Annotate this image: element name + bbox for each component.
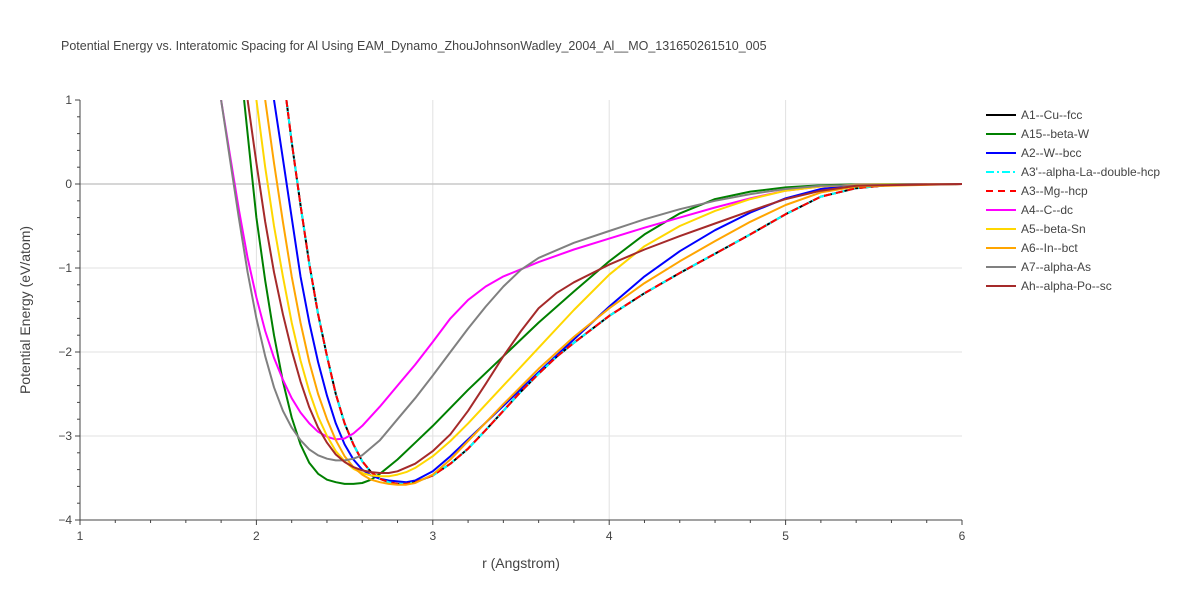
series-line-7: [264, 100, 962, 486]
axes: 1 2 3 4 5 6 −4 −3 −2 −1 0 1: [58, 93, 965, 543]
series-line-9: [246, 100, 962, 474]
y-tick-label: −1: [58, 261, 72, 275]
legend-item[interactable]: A15--beta-W: [986, 127, 1090, 141]
y-tick-label: −4: [58, 513, 72, 527]
grid: [80, 100, 962, 520]
y-tick-label: 1: [65, 93, 72, 107]
x-tick-label: 6: [959, 529, 966, 543]
legend-label: A1--Cu--fcc: [1021, 108, 1082, 122]
legend-label: Ah--alpha-Po--sc: [1021, 279, 1112, 293]
series-line-0: [285, 100, 962, 485]
legend-item[interactable]: A2--W--bcc: [986, 146, 1081, 160]
legend-label: A6--In--bct: [1021, 241, 1078, 255]
legend-label: A3'--alpha-La--double-hcp: [1021, 165, 1160, 179]
series-line-2: [273, 100, 962, 484]
x-tick-label: 2: [253, 529, 260, 543]
x-tick-label: 5: [782, 529, 789, 543]
x-tick-label: 4: [606, 529, 613, 543]
legend-item[interactable]: A5--beta-Sn: [986, 222, 1086, 236]
x-tick-label: 1: [77, 529, 84, 543]
legend-label: A3--Mg--hcp: [1021, 184, 1088, 198]
legend-label: A7--alpha-As: [1021, 260, 1091, 274]
x-axis-label: r (Angstrom): [482, 555, 560, 571]
series-line-1: [243, 100, 962, 485]
legend-label: A5--beta-Sn: [1021, 222, 1086, 236]
legend-item[interactable]: A3'--alpha-La--double-hcp: [986, 165, 1160, 179]
series-line-6: [255, 100, 962, 478]
legend-label: A15--beta-W: [1021, 127, 1090, 141]
series-group: [220, 100, 962, 486]
series-line-3: [285, 100, 962, 485]
x-tick-label: 3: [429, 529, 436, 543]
legend-item[interactable]: A4--C--dc: [986, 203, 1073, 217]
legend-label: A2--W--bcc: [1021, 146, 1081, 160]
y-tick-label: 0: [65, 177, 72, 191]
legend-item[interactable]: A7--alpha-As: [986, 260, 1091, 274]
legend-label: A4--C--dc: [1021, 203, 1073, 217]
chart-title: Potential Energy vs. Interatomic Spacing…: [61, 39, 767, 53]
y-axis-label: Potential Energy (eV/atom): [17, 226, 33, 394]
legend[interactable]: A1--Cu--fcc A15--beta-W A2--W--bcc A3'--alp…: [986, 108, 1160, 293]
legend-item[interactable]: Ah--alpha-Po--sc: [986, 279, 1112, 293]
legend-item[interactable]: A1--Cu--fcc: [986, 108, 1082, 122]
legend-item[interactable]: A3--Mg--hcp: [986, 184, 1088, 198]
series-line-5: [220, 100, 962, 441]
y-tick-label: −2: [58, 345, 72, 359]
series-line-8: [220, 100, 962, 462]
legend-item[interactable]: A6--In--bct: [986, 241, 1078, 255]
y-tick-label: −3: [58, 429, 72, 443]
series-line-4: [285, 100, 962, 485]
